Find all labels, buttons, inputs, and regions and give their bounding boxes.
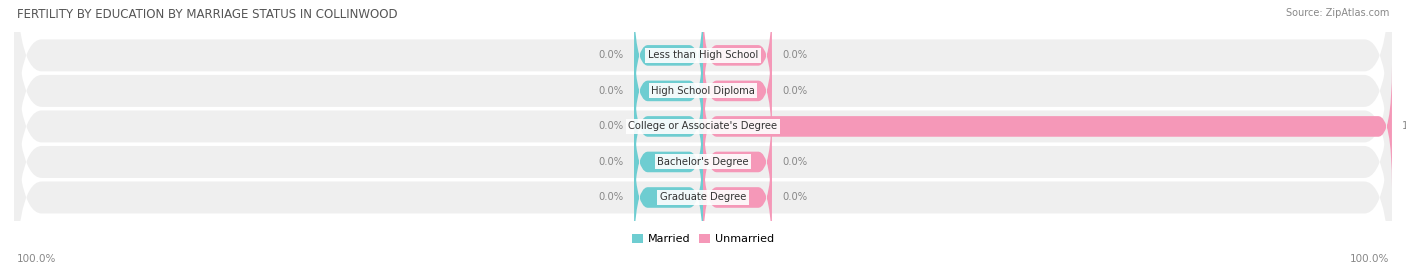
- FancyBboxPatch shape: [703, 0, 772, 116]
- Text: Bachelor's Degree: Bachelor's Degree: [657, 157, 749, 167]
- Text: 100.0%: 100.0%: [1350, 254, 1389, 264]
- FancyBboxPatch shape: [634, 137, 703, 258]
- FancyBboxPatch shape: [703, 101, 772, 223]
- FancyBboxPatch shape: [703, 30, 772, 152]
- FancyBboxPatch shape: [634, 101, 703, 223]
- Text: High School Diploma: High School Diploma: [651, 86, 755, 96]
- FancyBboxPatch shape: [703, 66, 1392, 187]
- Legend: Married, Unmarried: Married, Unmarried: [627, 230, 779, 249]
- Text: 0.0%: 0.0%: [782, 157, 807, 167]
- Text: 100.0%: 100.0%: [1402, 121, 1406, 132]
- Text: 0.0%: 0.0%: [599, 50, 624, 60]
- Text: 100.0%: 100.0%: [17, 254, 56, 264]
- Text: 0.0%: 0.0%: [782, 50, 807, 60]
- FancyBboxPatch shape: [634, 66, 703, 187]
- Text: 0.0%: 0.0%: [599, 193, 624, 203]
- Text: 0.0%: 0.0%: [599, 121, 624, 132]
- Text: FERTILITY BY EDUCATION BY MARRIAGE STATUS IN COLLINWOOD: FERTILITY BY EDUCATION BY MARRIAGE STATU…: [17, 8, 398, 21]
- FancyBboxPatch shape: [634, 30, 703, 152]
- Text: 0.0%: 0.0%: [782, 86, 807, 96]
- Text: College or Associate's Degree: College or Associate's Degree: [628, 121, 778, 132]
- Text: Source: ZipAtlas.com: Source: ZipAtlas.com: [1285, 8, 1389, 18]
- FancyBboxPatch shape: [634, 0, 703, 116]
- FancyBboxPatch shape: [14, 36, 1392, 269]
- Text: 0.0%: 0.0%: [782, 193, 807, 203]
- Text: Less than High School: Less than High School: [648, 50, 758, 60]
- FancyBboxPatch shape: [14, 0, 1392, 217]
- Text: Graduate Degree: Graduate Degree: [659, 193, 747, 203]
- Text: 0.0%: 0.0%: [599, 86, 624, 96]
- FancyBboxPatch shape: [703, 137, 772, 258]
- Text: 0.0%: 0.0%: [599, 157, 624, 167]
- FancyBboxPatch shape: [14, 71, 1392, 269]
- FancyBboxPatch shape: [14, 0, 1392, 253]
- FancyBboxPatch shape: [14, 0, 1392, 182]
